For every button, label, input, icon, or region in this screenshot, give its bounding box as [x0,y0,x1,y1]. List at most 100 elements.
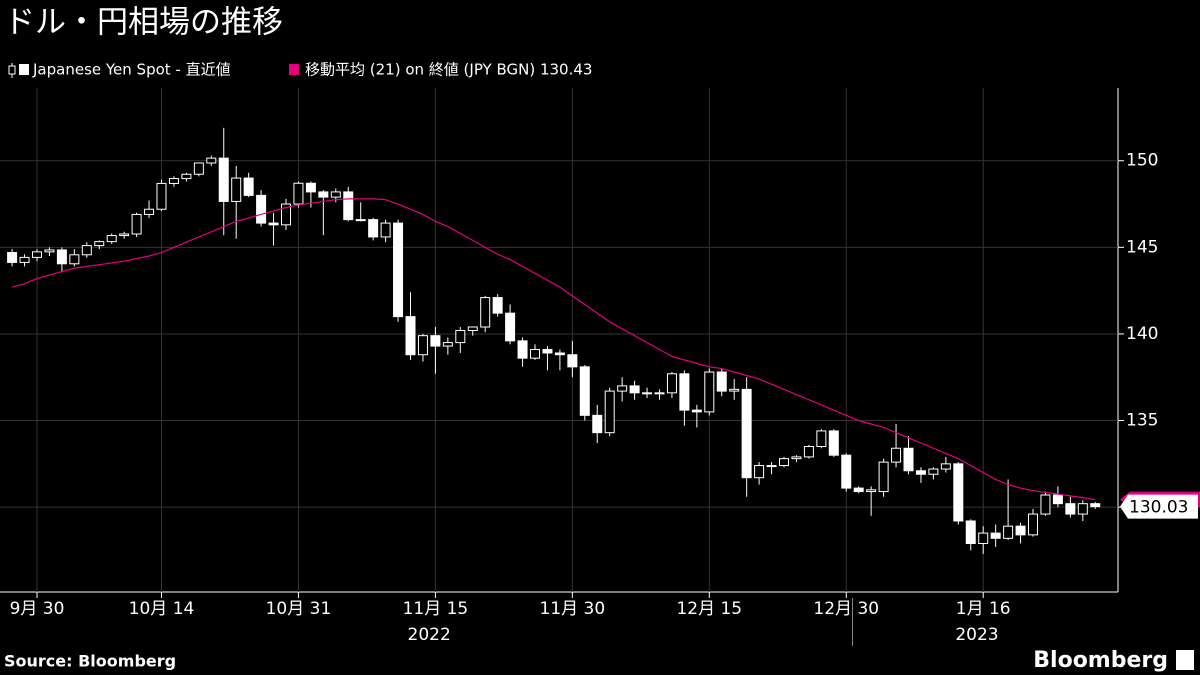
y-tick-label: 140 [1126,324,1158,344]
chart-title: ドル・円相場の推移 [4,5,283,41]
candle-body [144,208,155,215]
candle-body [741,388,752,479]
candle-body [69,254,80,265]
candle-body [56,249,67,265]
candle-body [455,329,466,344]
candle-body [928,468,939,475]
legend-swatch [289,64,299,75]
price-tag-label: 130.03 [1129,498,1188,518]
candle-body [467,326,478,331]
candle-body [903,447,914,472]
candle-body [567,354,578,368]
candle-body [81,245,92,256]
x-tick-label: 11月 15 [403,599,469,619]
year-label: 2023 [955,625,998,645]
candle-body [492,297,503,314]
candle-body [293,182,304,205]
candle-body [691,409,702,413]
x-tick-label: 1月 16 [956,599,1011,619]
candle-body [330,191,341,198]
logo-icon [1176,650,1194,670]
candle-body [629,385,640,394]
x-tick-label: 12月 30 [813,599,879,619]
candle-body [716,371,727,392]
candle-body [1052,494,1063,505]
candle-body [231,177,242,202]
source: Source: Bloomberg [4,652,176,671]
candle-body [268,222,279,226]
candle-body [218,157,229,202]
candle-body [119,233,130,237]
candle-body [1090,503,1101,508]
candle-body [530,349,540,359]
candle-body [978,532,989,545]
candle-body [131,213,142,235]
candle-body [343,191,354,221]
candle-body [803,446,814,458]
candle-body [554,352,565,356]
candle-body [442,342,453,347]
candle-body [193,162,204,175]
candle-body [679,373,690,411]
candle-body [953,463,964,522]
legend: Japanese Yen Spot - 直近値 移動平均 (21) on 終値 … [8,61,592,79]
candle-body [44,249,55,253]
candle-body [243,177,254,196]
legend-swatch [19,64,29,75]
candle-body [106,235,117,243]
y-tick-label: 135 [1126,411,1158,431]
candle-body [206,157,217,164]
candle-body [1077,503,1088,515]
candle-body [355,219,366,222]
logo: Bloomberg [1033,648,1168,673]
moving-average-line [11,198,1096,501]
price-tag [1120,494,1198,519]
candle-body [1065,503,1076,515]
y-tick-label: 150 [1126,151,1158,171]
grid [0,88,1118,592]
candle-body [168,178,179,184]
candle-body [915,470,926,475]
candle-body [729,388,740,392]
candle-body [779,458,789,467]
candle-body [766,465,777,468]
candle-body [281,203,291,226]
candle-body [318,191,329,198]
candle-body [853,487,864,493]
candle-body [505,312,516,342]
legend-label: 移動平均 (21) on 終値 (JPY BGN) 130.43 [305,61,592,79]
candle-body [156,182,167,210]
candle-body [841,454,852,489]
candle-body [754,465,765,479]
candle-body [380,222,391,238]
candle-body [816,430,827,448]
candle-body [417,335,428,356]
legend-candle-icon [8,65,16,75]
x-tick-label: 10月 31 [266,599,332,619]
candle-body [256,194,267,224]
candle-body [1003,525,1014,539]
candle-body [592,414,603,434]
candle-body [1015,525,1026,536]
candle-body [604,390,615,434]
x-tick-label: 12月 15 [676,599,742,619]
x-tick-label: 9月 30 [10,599,65,619]
candle-body [430,335,441,347]
candle-body [965,520,976,545]
candle-body [891,447,902,463]
candle-body [94,241,105,247]
candle-body [878,461,889,493]
candle-body [579,366,590,416]
candle-body [990,532,1001,539]
x-tick-label: 10月 14 [129,599,195,619]
candle-body [866,489,877,493]
y-tick-label: 145 [1126,237,1158,257]
candle-body [19,256,30,263]
candle-body [617,385,628,392]
candle-body [480,297,491,328]
candle-body [7,252,18,263]
legend-label: Japanese Yen Spot - 直近値 [32,61,231,79]
candle-body [181,173,192,180]
candle-body [393,222,404,318]
